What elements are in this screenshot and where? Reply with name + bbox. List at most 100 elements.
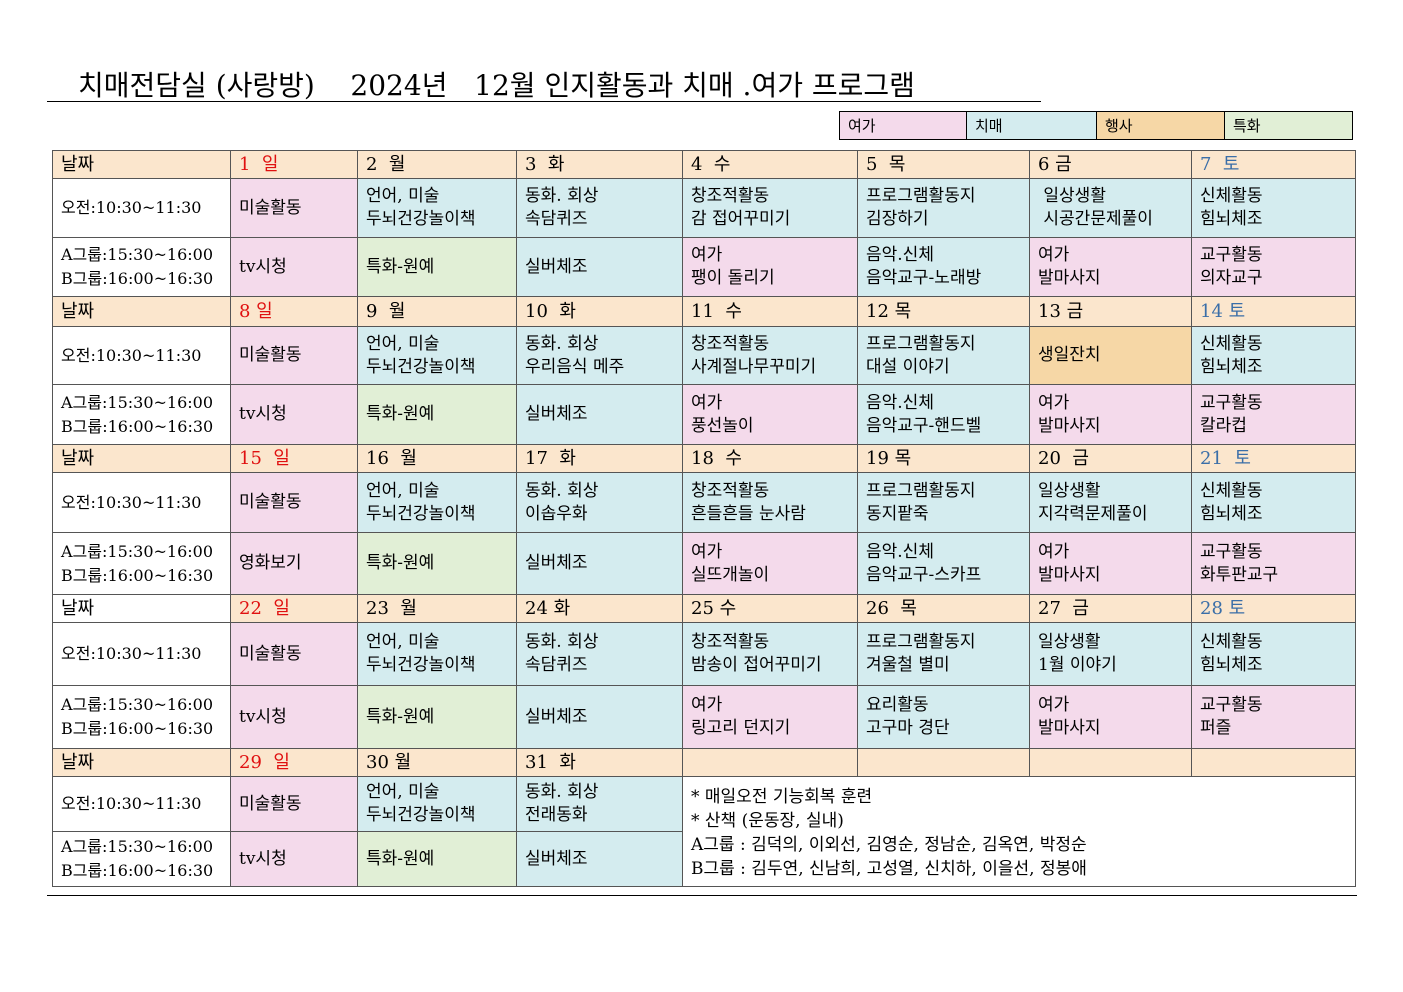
cell-line: 사계절나무꾸미기 [691, 356, 817, 377]
date-cell: 12 목 [857, 296, 1030, 327]
cell-line: 언어, 미술 [366, 782, 440, 802]
pm-activity-cell: 여가 팽이 돌리기 [682, 237, 858, 297]
pm-activity-cell: 실버체조 [516, 384, 683, 445]
am-activity-cell: 미술활동 [230, 622, 358, 686]
cell-line: 여가 [1038, 695, 1070, 715]
cell-line: 창조적활동 [691, 632, 770, 652]
cell-line: 시공간문제풀이 [1038, 209, 1153, 229]
cell-line: 발마사지 [1038, 415, 1101, 436]
cell-line: 미술활동 [239, 492, 302, 512]
cell-line: 특화-원예 [366, 706, 435, 727]
cell-line: 신체활동 [1200, 333, 1263, 354]
date-row-label: 날짜 [52, 296, 231, 327]
date-cell: 28 토 [1191, 594, 1356, 623]
pm-activity-cell: tv시청 [230, 384, 358, 445]
cell-line: 창조적활동 [691, 186, 770, 206]
pm-time-label: A그룹:15:30~16:00 B그룹:16:00~16:30 [52, 685, 231, 749]
cell-line: 음악.신체 [866, 541, 934, 562]
cell-line: 여가 [691, 541, 723, 562]
cell-line: 미술활동 [239, 793, 302, 814]
date-row-label: 날짜 [52, 748, 231, 777]
cell-line: 발마사지 [1038, 718, 1101, 738]
cell-line: 교구활동 [1200, 245, 1263, 265]
pm-activity-cell: 음악.신체 음악교구-스카프 [857, 532, 1030, 595]
cell-line: 밤송이 접어꾸미기 [691, 655, 822, 675]
pm-activity-cell: 특화-원예 [357, 685, 517, 749]
cell-line: 일상생활 [1038, 632, 1101, 652]
date-cell: 29 일 [230, 748, 358, 777]
date-cell: 20 금 [1029, 444, 1192, 473]
pm-activity-cell: 음악.신체 음악교구-핸드벨 [857, 384, 1030, 445]
legend-special: 특화 [1224, 111, 1353, 140]
cell-line: tv시청 [239, 404, 287, 424]
pm-activity-cell: 교구활동 칼라컵 [1191, 384, 1356, 445]
cell-line: 의자교구 [1200, 268, 1263, 288]
am-activity-cell: 일상생활 지각력문제풀이 [1029, 472, 1192, 533]
am-activity-cell: 미술활동 [230, 178, 358, 238]
date-cell: 23 월 [357, 594, 517, 623]
cell-line: 1월 이야기 [1038, 655, 1117, 675]
cell-line: 풍선놀이 [691, 415, 754, 436]
notes-cell: * 매일오전 기능회복 훈련 * 산책 (운동장, 실내) A그룹 : 김덕의, 이… [682, 776, 1356, 887]
cell-line: 실버체조 [525, 256, 588, 277]
cell-line: 동화. 회상 [525, 480, 599, 501]
group-a-time: A그룹:15:30~16:00 [61, 837, 214, 856]
pm-activity-cell: 여가 링고리 던지기 [682, 685, 858, 749]
cell-line: 칼라컵 [1200, 415, 1247, 436]
cell-line: 신체활동 [1200, 480, 1263, 501]
cell-line: 두뇌건강놀이책 [366, 209, 476, 229]
am-activity-cell: 언어, 미술 두뇌건강놀이책 [357, 178, 517, 238]
cell-line: 두뇌건강놀이책 [366, 503, 476, 524]
pm-activity-cell: 실버체조 [516, 685, 683, 749]
cell-line: 팽이 돌리기 [691, 268, 775, 288]
cell-line: 여가 [1038, 245, 1070, 265]
cell-line: 동지팥죽 [866, 503, 929, 524]
pm-activity-cell: tv시청 [230, 237, 358, 297]
date-row-label: 날짜 [52, 150, 231, 179]
date-cell: 26 목 [857, 594, 1030, 623]
cell-line: 특화-원예 [366, 553, 435, 573]
cell-line: 프로그램활동지 [866, 632, 976, 652]
cell-line: 요리활동 [866, 695, 929, 715]
date-cell: 18 수 [682, 444, 858, 473]
cell-line: 동화. 회상 [525, 782, 599, 802]
am-activity-cell: 일상생활 1월 이야기 [1029, 622, 1192, 686]
cell-line: 여가 [1038, 541, 1070, 562]
am-activity-cell: 생일잔치 [1029, 326, 1192, 385]
cell-line: 감 접어꾸미기 [691, 209, 791, 229]
legend-leisure: 여가 [839, 111, 967, 140]
am-time-label: 오전:10:30~11:30 [52, 326, 231, 385]
date-cell: 25 수 [682, 594, 858, 623]
cell-line: 여가 [691, 695, 723, 715]
date-cell: 16 월 [357, 444, 517, 473]
pm-activity-cell: 교구활동 화투판교구 [1191, 532, 1356, 595]
cell-line: 창조적활동 [691, 333, 770, 354]
pm-activity-cell: tv시청 [230, 685, 358, 749]
am-time-label: 오전:10:30~11:30 [52, 622, 231, 686]
group-a-time: A그룹:15:30~16:00 [61, 541, 214, 561]
am-time-label: 오전:10:30~11:30 [52, 776, 231, 832]
cell-line: 힘뇌체조 [1200, 209, 1263, 229]
cell-line: 미술활동 [239, 643, 302, 664]
cell-line: 힘뇌체조 [1200, 356, 1263, 377]
am-activity-cell: 미술활동 [230, 326, 358, 385]
cell-line: 특화-원예 [366, 256, 435, 277]
date-cell: 6 금 [1029, 150, 1192, 179]
cell-line: 대설 이야기 [866, 356, 950, 377]
date-cell: 13 금 [1029, 296, 1192, 327]
am-activity-cell: 동화. 회상 우리음식 메주 [516, 326, 683, 385]
cell-line: 프로그램활동지 [866, 186, 976, 206]
date-cell: 8 일 [230, 296, 358, 327]
am-activity-cell: 언어, 미술 두뇌건강놀이책 [357, 326, 517, 385]
pm-activity-cell: 특화-원예 [357, 384, 517, 445]
note-line: A그룹 : 김덕의, 이외선, 김영순, 정남순, 김옥연, 박정순 [691, 835, 1087, 855]
cell-line: 김장하기 [866, 209, 929, 229]
cell-line: 동화. 회상 [525, 632, 599, 652]
pm-activity-cell: 교구활동 퍼즐 [1191, 685, 1356, 749]
date-cell: 4 수 [682, 150, 858, 179]
pm-activity-cell: tv시청 [230, 831, 358, 887]
cell-line: 교구활동 [1200, 695, 1263, 715]
cell-line: 두뇌건강놀이책 [366, 655, 476, 675]
